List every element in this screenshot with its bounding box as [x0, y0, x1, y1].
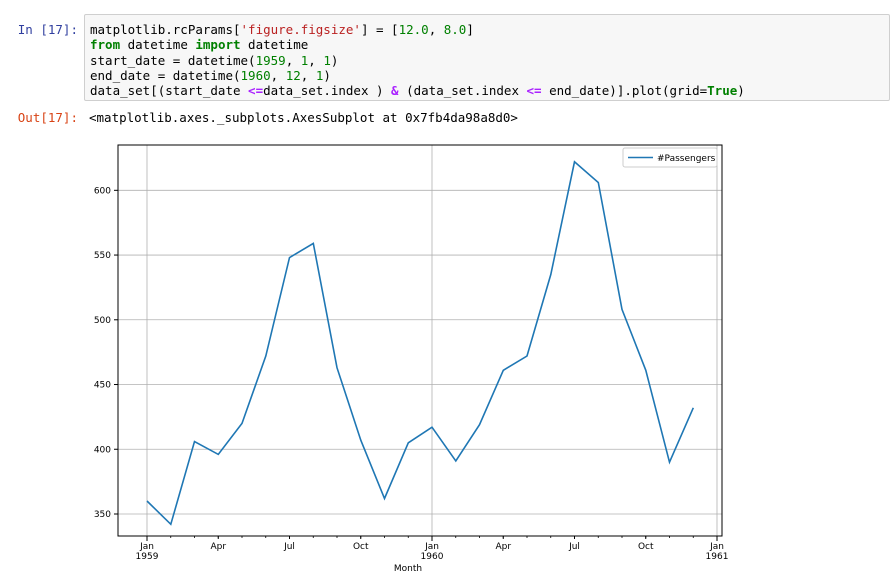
output-prompt: Out[17]:	[17, 110, 78, 125]
y-tick-label: 500	[94, 316, 111, 326]
x-tick-label: Oct	[638, 542, 654, 552]
x-tick-year-label: 1961	[706, 552, 729, 562]
series-line-passengers	[146, 160, 695, 526]
code-input-area[interactable]: matplotlib.rcParams['figure.figsize'] = …	[84, 14, 890, 101]
y-tick-label: 450	[94, 381, 111, 391]
x-tick-label: Apr	[210, 542, 226, 552]
x-tick-label: Jan	[709, 542, 724, 552]
chart-grid	[118, 145, 722, 536]
axes-frame	[117, 144, 723, 537]
code-editor[interactable]: matplotlib.rcParams['figure.figsize'] = …	[90, 22, 745, 99]
legend-box	[622, 147, 718, 168]
chart-legend: #Passengers	[622, 147, 718, 168]
legend-label-passengers: #Passengers	[657, 154, 716, 164]
y-tick-label: 550	[94, 251, 111, 261]
output-text: <matplotlib.axes._subplots.AxesSubplot a…	[89, 110, 518, 125]
y-tick-label: 350	[94, 510, 111, 520]
x-tick-label: Jul	[568, 542, 580, 552]
x-tick-year-label: 1959	[136, 552, 159, 562]
x-tick-label: Jan	[139, 542, 154, 552]
x-tick-label: Jul	[283, 542, 295, 552]
y-tick-label: 400	[94, 445, 111, 455]
y-tick-label: 600	[94, 186, 111, 196]
input-prompt: In [17]:	[17, 22, 78, 37]
x-tick-label: Oct	[353, 542, 369, 552]
x-tick-year-label: 1960	[421, 552, 444, 562]
x-tick-label: Apr	[495, 542, 511, 552]
x-tick-label: Jan	[424, 542, 439, 552]
x-axis-label: Month	[394, 564, 422, 574]
